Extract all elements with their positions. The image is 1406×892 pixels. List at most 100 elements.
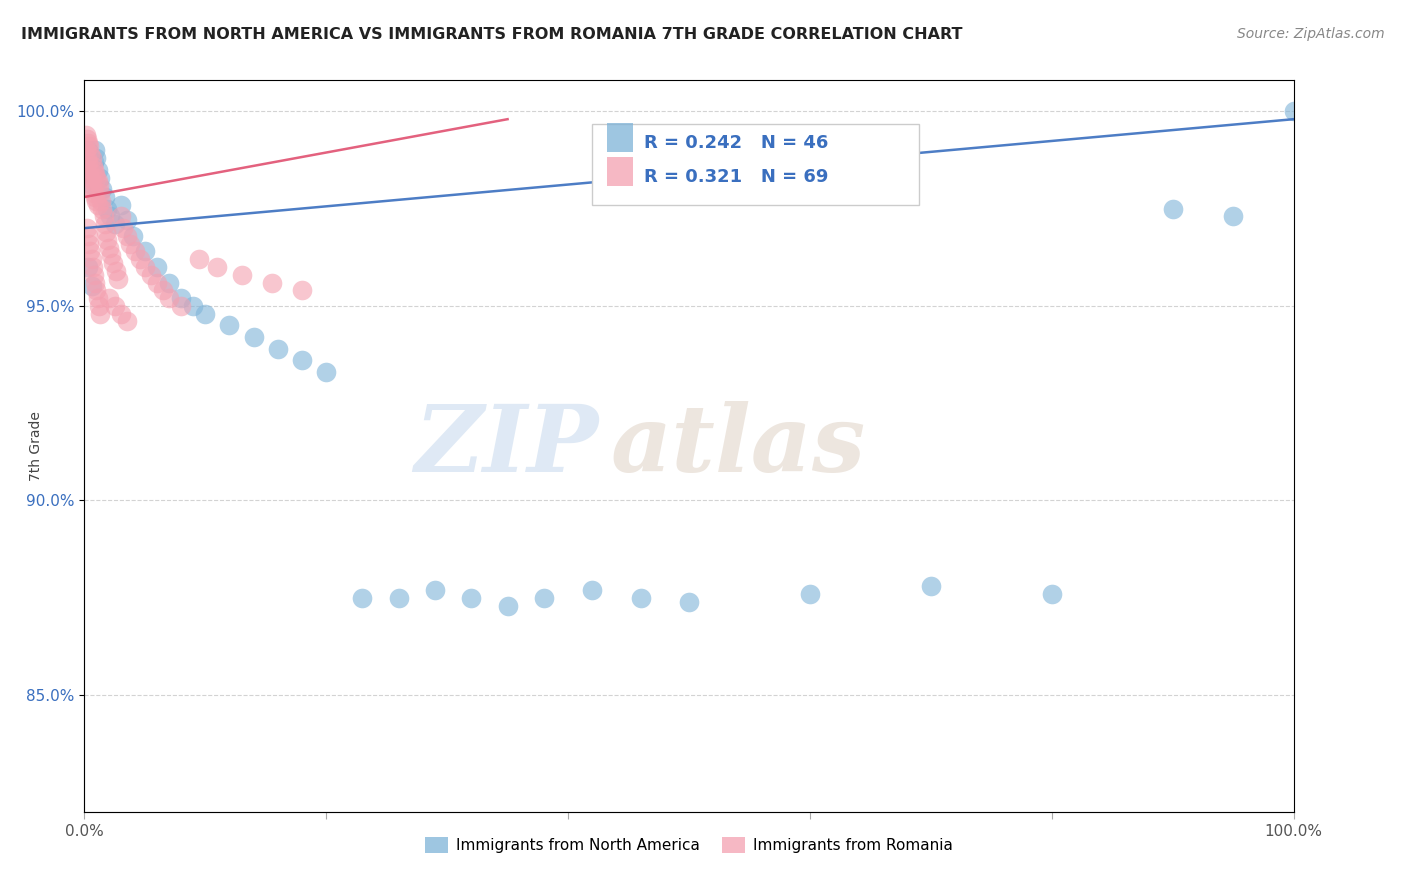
Point bbox=[84, 167, 107, 181]
Point bbox=[120, 236, 142, 251]
Point bbox=[170, 299, 193, 313]
Point bbox=[75, 128, 97, 142]
Point bbox=[103, 256, 125, 270]
Point bbox=[100, 248, 122, 262]
Text: atlas: atlas bbox=[610, 401, 866, 491]
Point bbox=[86, 151, 108, 165]
Point bbox=[129, 252, 152, 267]
Point bbox=[533, 591, 555, 605]
Point bbox=[581, 582, 603, 597]
Point bbox=[104, 264, 127, 278]
Point bbox=[80, 279, 103, 293]
Point bbox=[90, 194, 112, 208]
Point bbox=[207, 260, 229, 274]
Point bbox=[77, 167, 100, 181]
Point bbox=[82, 260, 104, 274]
Point bbox=[110, 198, 132, 212]
Point bbox=[89, 170, 111, 185]
Point bbox=[134, 260, 156, 274]
Point bbox=[112, 221, 135, 235]
Point bbox=[110, 307, 132, 321]
Point bbox=[76, 131, 98, 145]
Point bbox=[77, 155, 100, 169]
Point bbox=[96, 202, 118, 216]
Point bbox=[920, 579, 942, 593]
Point bbox=[84, 276, 107, 290]
Point bbox=[91, 202, 114, 216]
Point bbox=[460, 591, 482, 605]
Point bbox=[77, 139, 100, 153]
Point bbox=[77, 162, 100, 177]
Point bbox=[86, 198, 108, 212]
Point bbox=[496, 599, 519, 613]
Point bbox=[86, 194, 108, 208]
Point bbox=[352, 591, 374, 605]
Point bbox=[77, 236, 100, 251]
Point bbox=[157, 276, 180, 290]
Point bbox=[84, 190, 107, 204]
Text: R = 0.242   N = 46: R = 0.242 N = 46 bbox=[644, 134, 828, 153]
Point bbox=[86, 284, 108, 298]
Point bbox=[79, 167, 101, 181]
Point bbox=[115, 213, 138, 227]
Point bbox=[79, 170, 101, 185]
Point bbox=[218, 318, 240, 333]
Point bbox=[260, 276, 283, 290]
Point bbox=[83, 155, 105, 169]
Point bbox=[87, 299, 110, 313]
Point bbox=[79, 244, 101, 259]
Point bbox=[80, 178, 103, 193]
Point bbox=[134, 244, 156, 259]
Point bbox=[291, 353, 314, 368]
Point bbox=[152, 284, 174, 298]
Point bbox=[1282, 104, 1305, 119]
Point bbox=[121, 228, 143, 243]
Point bbox=[76, 221, 98, 235]
Point bbox=[86, 291, 108, 305]
Point bbox=[91, 182, 114, 196]
Point bbox=[1161, 202, 1184, 216]
Point bbox=[77, 228, 100, 243]
Point bbox=[76, 151, 98, 165]
Point bbox=[107, 271, 129, 285]
Point bbox=[188, 252, 211, 267]
Point bbox=[231, 268, 253, 282]
Point bbox=[83, 268, 105, 282]
Point bbox=[83, 162, 105, 177]
Point bbox=[104, 217, 127, 231]
Point bbox=[77, 144, 100, 158]
Point bbox=[799, 587, 821, 601]
Point bbox=[115, 228, 138, 243]
Text: 7th Grade: 7th Grade bbox=[30, 411, 44, 481]
Point bbox=[388, 591, 411, 605]
Text: R = 0.321   N = 69: R = 0.321 N = 69 bbox=[644, 168, 828, 186]
Point bbox=[80, 174, 103, 188]
Point bbox=[110, 210, 132, 224]
Point bbox=[87, 178, 110, 193]
Point bbox=[139, 268, 162, 282]
Point bbox=[94, 217, 117, 231]
Point bbox=[82, 167, 104, 181]
Text: ZIP: ZIP bbox=[413, 401, 599, 491]
Point bbox=[146, 260, 169, 274]
Point bbox=[242, 330, 264, 344]
Point bbox=[157, 291, 180, 305]
Point bbox=[96, 233, 118, 247]
Point bbox=[291, 284, 314, 298]
Point bbox=[79, 147, 101, 161]
Point bbox=[86, 170, 108, 185]
Point bbox=[194, 307, 217, 321]
Point bbox=[267, 342, 290, 356]
Point bbox=[97, 291, 120, 305]
Point bbox=[75, 144, 97, 158]
Point bbox=[80, 151, 103, 165]
Point bbox=[82, 159, 104, 173]
Point bbox=[170, 291, 193, 305]
Point bbox=[89, 307, 111, 321]
Point bbox=[315, 365, 337, 379]
Point bbox=[89, 186, 111, 200]
Point bbox=[93, 210, 115, 224]
Point bbox=[94, 190, 117, 204]
Point bbox=[630, 591, 652, 605]
Point bbox=[77, 155, 100, 169]
